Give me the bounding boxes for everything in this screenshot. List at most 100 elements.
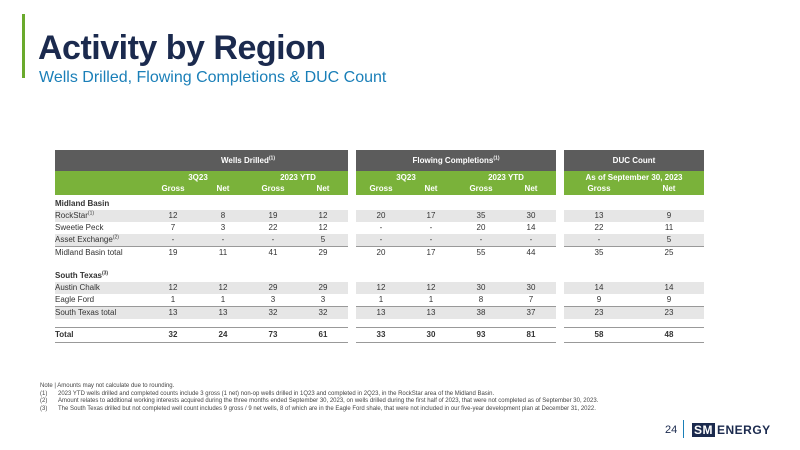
sm-energy-logo: SM ENERGY — [692, 423, 771, 437]
row-label: Austin Chalk — [55, 282, 145, 294]
table-cell: 38 — [456, 306, 506, 319]
table-cell: 30 — [506, 282, 556, 294]
table-cell: 29 — [248, 282, 298, 294]
table-cell: 93 — [456, 327, 506, 343]
footnote-1: (1) 2023 YTD wells drilled and completed … — [40, 390, 495, 397]
table-row: Midland Basin total 19 11 41 29 20 17 55… — [55, 247, 704, 260]
section-south-texas: South Texas(3) — [55, 270, 109, 280]
table-cell: 48 — [634, 327, 704, 343]
table-cell: - — [429, 223, 433, 232]
table-cell: 3 — [220, 223, 226, 232]
row-label: Asset Exchange(2) — [55, 234, 145, 247]
table-cell: 13 — [148, 306, 198, 319]
table-cell: 12 — [148, 282, 198, 294]
table-cell: 12 — [406, 282, 456, 294]
table-cell: 44 — [526, 248, 536, 257]
period-3q23-completions: 3Q23 — [356, 171, 456, 183]
footnote-intro: Note | Amounts may not calculate due to … — [40, 383, 175, 389]
table-cell: 33 — [356, 327, 406, 343]
table-cell: 73 — [248, 327, 298, 343]
table-row: Austin Chalk 12 12 29 29 12 12 30 30 14 … — [55, 282, 704, 294]
table-cell: 23 — [564, 306, 634, 319]
col-net: Net — [406, 183, 456, 195]
table-cell: - — [456, 234, 506, 247]
table-cell: 12 — [148, 210, 198, 222]
row-label: Midland Basin total — [55, 248, 123, 257]
table-cell: 19 — [248, 210, 298, 222]
table-cell: 20 — [356, 210, 406, 222]
col-gross: Gross — [148, 183, 198, 195]
table-cell: 13 — [356, 306, 406, 319]
table-cell: 24 — [198, 327, 248, 343]
table-row: Eagle Ford 1 1 3 3 1 1 8 7 9 9 — [55, 294, 704, 307]
table-cell: 12 — [298, 210, 348, 222]
table-cell: 3 — [248, 294, 298, 307]
col-net: Net — [298, 183, 348, 195]
section-midland-basin: Midland Basin — [55, 199, 110, 208]
table-cell: 20 — [476, 223, 486, 232]
footnotes: Note | Amounts may not calculate due to … — [40, 383, 660, 413]
table-cell: - — [406, 234, 456, 247]
column-header-row: Gross Net Gross Net Gross Net Gross Net … — [55, 183, 704, 195]
period-ytd-drilled: 2023 YTD — [248, 171, 348, 183]
footnote-3: (3) The South Texas drilled but not compl… — [40, 405, 596, 412]
table-cell: 58 — [564, 327, 634, 343]
col-gross: Gross — [248, 183, 298, 195]
group-header-row: Wells Drilled(1) Flowing Completions(1) … — [55, 150, 704, 171]
table-cell: 8 — [456, 294, 506, 307]
table-cell: - — [356, 234, 406, 247]
table-row: Asset Exchange(2) - - - 5 - - - - - 5 — [55, 234, 704, 247]
page-title: Activity by Region — [38, 29, 326, 67]
table-cell: 9 — [634, 294, 704, 307]
table-cell: - — [148, 234, 198, 247]
table-cell: 7 — [170, 223, 176, 232]
group-wells-drilled: Wells Drilled(1) — [148, 150, 348, 171]
table-cell: 41 — [268, 248, 278, 257]
table-cell: 19 — [168, 248, 178, 257]
row-label: Total — [55, 327, 145, 343]
table-cell: 3 — [298, 294, 348, 307]
table-row: Sweetie Peck 7 3 22 12 - - 20 14 22 11 — [55, 222, 704, 234]
table-cell: 13 — [564, 210, 634, 222]
footer-divider — [683, 420, 684, 438]
period-duc-asof: As of September 30, 2023 — [564, 171, 704, 183]
col-net: Net — [634, 183, 704, 195]
title-accent-bar — [22, 14, 25, 78]
period-header-row: 3Q23 2023 YTD 3Q23 2023 YTD As of Septem… — [55, 171, 704, 183]
period-ytd-completions: 2023 YTD — [456, 171, 556, 183]
table-cell: - — [379, 223, 383, 232]
table-cell: - — [248, 234, 298, 247]
table-cell: 1 — [356, 294, 406, 307]
table-cell: 14 — [564, 282, 634, 294]
table-cell: 20 — [376, 248, 386, 257]
table-cell: 9 — [564, 294, 634, 307]
activity-table: Wells Drilled(1) Flowing Completions(1) … — [55, 150, 704, 343]
table-cell: 12 — [318, 223, 328, 232]
section-row-midland: Midland Basin — [55, 195, 704, 210]
col-gross: Gross — [564, 183, 634, 195]
table-row: RockStar(1) 12 8 19 12 20 17 35 30 13 9 — [55, 210, 704, 222]
table-cell: 11 — [664, 223, 674, 232]
table-cell: 22 — [268, 223, 278, 232]
table-cell: 12 — [198, 282, 248, 294]
table-cell: 14 — [634, 282, 704, 294]
table-cell: 13 — [198, 306, 248, 319]
period-3q23-drilled: 3Q23 — [148, 171, 248, 183]
table-cell: - — [564, 234, 634, 247]
col-gross: Gross — [356, 183, 406, 195]
row-label: Eagle Ford — [55, 294, 145, 307]
table-cell: 8 — [198, 210, 248, 222]
table-cell: 5 — [634, 234, 704, 247]
table-cell: 14 — [526, 223, 536, 232]
col-net: Net — [198, 183, 248, 195]
col-gross: Gross — [456, 183, 506, 195]
page-number: 24 — [665, 424, 678, 436]
table-cell: 30 — [456, 282, 506, 294]
table-cell: 32 — [298, 306, 348, 319]
table-cell: 7 — [506, 294, 556, 307]
table-cell: 17 — [426, 248, 436, 257]
table-cell: 13 — [406, 306, 456, 319]
table-cell: 30 — [506, 210, 556, 222]
table-cell: 25 — [664, 248, 674, 257]
table-cell: 23 — [634, 306, 704, 319]
